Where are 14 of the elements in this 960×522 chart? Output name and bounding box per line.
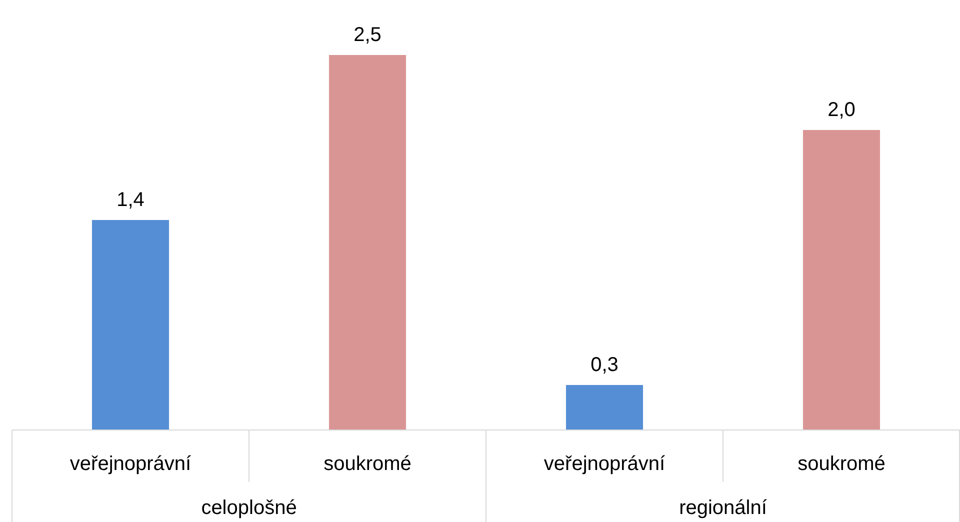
text: regionální bbox=[679, 497, 768, 519]
data-label: 2,5 bbox=[354, 24, 382, 46]
bar bbox=[92, 220, 170, 430]
x-tick-label: soukromé bbox=[798, 453, 886, 475]
data-label: 1,4 bbox=[116, 189, 144, 211]
data-label: 0,3 bbox=[590, 354, 618, 376]
x-tick-label: veřejnoprávní bbox=[544, 453, 666, 475]
bar bbox=[802, 130, 880, 430]
x-tick-label: soukromé bbox=[324, 453, 412, 475]
bar bbox=[566, 385, 644, 430]
text: celoplošné bbox=[201, 497, 297, 519]
bar bbox=[328, 55, 406, 430]
data-label: 2,0 bbox=[828, 99, 856, 121]
x-tick-label: veřejnoprávní bbox=[70, 453, 192, 475]
